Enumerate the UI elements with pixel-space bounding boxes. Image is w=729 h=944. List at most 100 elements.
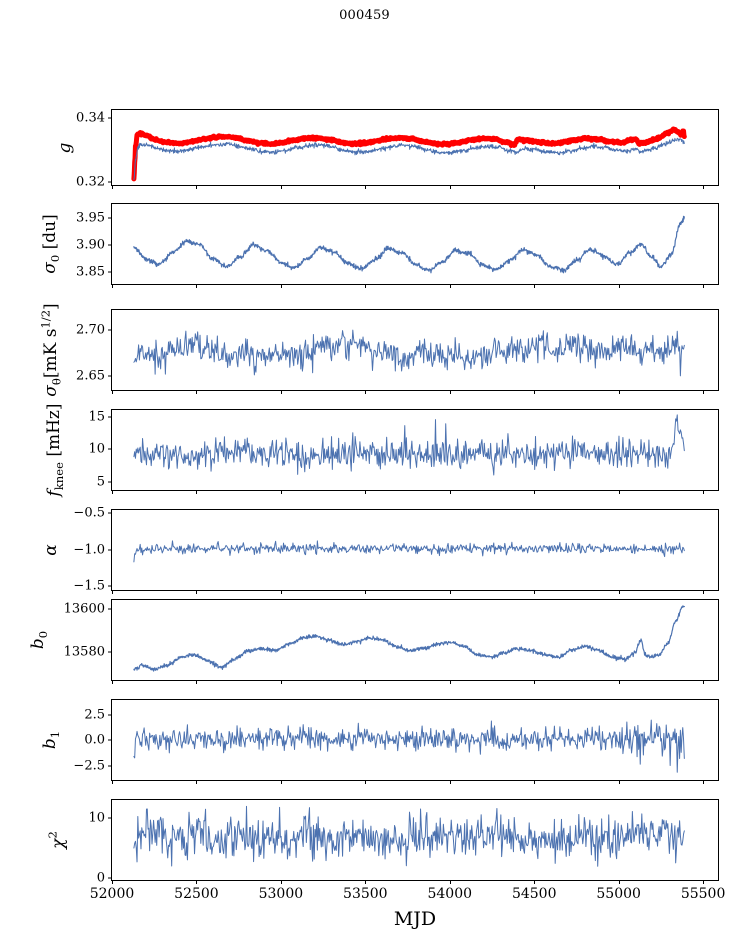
- x-tick-mark: [280, 185, 282, 189]
- x-tick-mark: [365, 185, 367, 189]
- panel-g: g 0.32 0.34: [55, 109, 719, 190]
- y-tick-label: 3.95: [76, 210, 105, 226]
- series-b0: [133, 605, 685, 672]
- x-tick-label: 52000: [89, 886, 135, 902]
- x-tick-mark: [196, 780, 198, 784]
- y-tick-mark: [108, 765, 112, 767]
- trace-sigma-theta: [133, 329, 685, 377]
- y-tick-mark: [108, 375, 112, 377]
- x-tick-mark: [280, 680, 282, 684]
- x-tick-mark: [534, 390, 536, 394]
- y-tick-mark: [108, 271, 112, 273]
- y-tick-mark: [108, 512, 112, 514]
- y-tick-mark: [108, 549, 112, 551]
- panel-sigma-theta: σθ[mK s1/2] 2.65 2.70: [38, 303, 719, 397]
- figure-title: 000459: [339, 8, 390, 23]
- y-tick-mark: [108, 448, 112, 450]
- trace-g: [131, 126, 687, 182]
- x-tick-mark: [534, 780, 536, 784]
- ylabel-chi2: χ2: [45, 831, 69, 849]
- y-tick-mark: [108, 416, 112, 418]
- x-tick-mark: [534, 680, 536, 684]
- y-tick-mark: [108, 585, 112, 587]
- series-g-blue: [133, 137, 685, 181]
- x-tick-mark: [196, 590, 198, 594]
- x-tick-mark: [280, 880, 282, 884]
- y-tick-label: 0: [96, 870, 105, 886]
- x-tick-mark: [365, 490, 367, 494]
- x-tick-mark: [449, 390, 451, 394]
- x-tick-mark: [112, 590, 113, 594]
- ylabel-sigma-theta: σθ[mK s1/2]: [38, 303, 64, 397]
- x-tick-mark: [449, 185, 451, 189]
- x-tick-mark: [703, 780, 705, 784]
- ylabel-b1: b1: [39, 730, 63, 750]
- ylabel-f-knee: fknee [mHz]: [43, 403, 67, 497]
- x-tick-mark: [618, 284, 620, 288]
- x-tick-label: 52500: [174, 886, 219, 902]
- x-tick-mark: [534, 284, 536, 288]
- x-tick-mark: [449, 490, 451, 494]
- x-tick-mark: [112, 284, 113, 288]
- series-g-red: [131, 126, 687, 182]
- y-tick-mark: [108, 117, 112, 119]
- x-tick-label: 53000: [258, 886, 304, 902]
- x-tick-mark: [618, 590, 620, 594]
- x-tick-mark: [703, 284, 705, 288]
- x-tick-mark: [449, 780, 451, 784]
- panel-sigma0: σ0 [du] 3.85 3.90 3.95: [40, 203, 719, 288]
- x-tick-label: 53500: [343, 886, 388, 902]
- x-tick-mark: [534, 185, 536, 189]
- x-tick-mark: [703, 880, 705, 884]
- x-tick-mark: [365, 780, 367, 784]
- y-tick-mark: [108, 329, 112, 331]
- x-tick-mark: [703, 185, 705, 189]
- trace-b1: [133, 719, 685, 773]
- x-tick-mark: [365, 284, 367, 288]
- ylabel-sigma0: σ0 [du]: [39, 214, 63, 274]
- panel-f-knee: fknee [mHz] 5 10 15: [44, 404, 719, 496]
- y-tick-label: −1.5: [73, 578, 105, 594]
- y-tick-mark: [108, 181, 112, 183]
- x-axis-label: MJD: [393, 908, 437, 930]
- y-tick-label: 5: [96, 474, 105, 490]
- x-tick-mark: [280, 590, 282, 594]
- x-tick-mark: [703, 390, 705, 394]
- y-tick-mark: [108, 739, 112, 741]
- y-tick-label: 3.90: [76, 237, 105, 253]
- trace-sigma0: [133, 215, 685, 274]
- y-tick-label: 10: [88, 810, 105, 826]
- y-tick-mark: [108, 217, 112, 219]
- y-tick-label: 0.0: [84, 732, 105, 748]
- x-tick-mark: [112, 780, 113, 784]
- x-tick-mark: [534, 590, 536, 594]
- x-tick-mark: [618, 490, 620, 494]
- x-tick-mark: [112, 680, 113, 684]
- y-tick-label: 15: [88, 409, 105, 425]
- panel-b1: b1 2.5 0.0 −2.5: [40, 699, 719, 784]
- series-f_knee: [133, 414, 685, 476]
- panel-alpha: α −0.5 −1.0 −1.5: [41, 505, 719, 594]
- y-tick-label: 0.34: [76, 110, 105, 126]
- y-tick-label: 3.85: [76, 264, 105, 280]
- x-tick-mark: [196, 390, 198, 394]
- x-tick-mark: [618, 390, 620, 394]
- y-tick-label: 13600: [63, 601, 105, 617]
- series-chi2: [133, 805, 685, 867]
- x-tick-mark: [534, 490, 536, 494]
- x-tick-mark: [618, 780, 620, 784]
- x-tick-mark: [280, 490, 282, 494]
- x-tick-mark: [449, 880, 451, 884]
- y-tick-label: 2.65: [76, 368, 105, 384]
- trace-f-knee: [133, 414, 685, 476]
- y-tick-mark: [108, 877, 112, 879]
- x-tick-mark: [449, 590, 451, 594]
- x-tick-mark: [196, 680, 198, 684]
- y-tick-label: −2.5: [73, 758, 105, 774]
- y-tick-label: 10: [88, 441, 105, 457]
- x-tick-mark: [449, 284, 451, 288]
- series-sigma_theta: [133, 329, 685, 377]
- x-tick-mark: [365, 590, 367, 594]
- trace-b0: [133, 605, 685, 672]
